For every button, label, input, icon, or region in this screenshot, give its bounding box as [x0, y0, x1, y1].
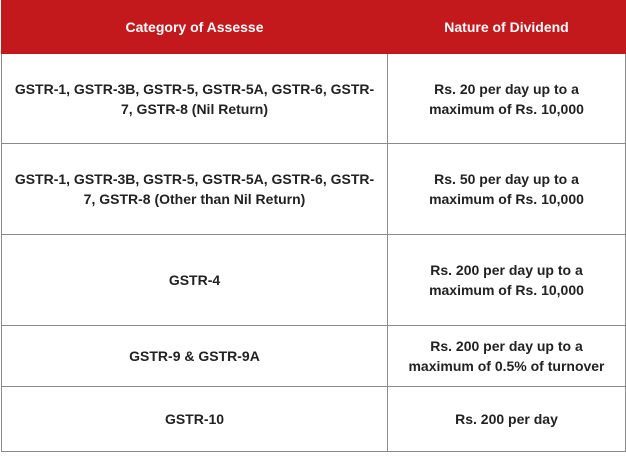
- category-cell: GSTR-1, GSTR-3B, GSTR-5, GSTR-5A, GSTR-6…: [1, 53, 388, 144]
- table-body: GSTR-1, GSTR-3B, GSTR-5, GSTR-5A, GSTR-6…: [1, 53, 626, 452]
- table-row: GSTR-1, GSTR-3B, GSTR-5, GSTR-5A, GSTR-6…: [1, 143, 626, 235]
- table-row: GSTR-10 Rs. 200 per day: [1, 386, 626, 452]
- category-cell: GSTR-1, GSTR-3B, GSTR-5, GSTR-5A, GSTR-6…: [1, 143, 388, 235]
- table-row: GSTR-1, GSTR-3B, GSTR-5, GSTR-5A, GSTR-6…: [1, 53, 626, 144]
- dividend-cell: Rs. 200 per day: [387, 386, 626, 452]
- header-nature-of-dividend: Nature of Dividend: [387, 0, 626, 54]
- dividend-cell: Rs. 50 per day up to a maximum of Rs. 10…: [387, 143, 626, 235]
- table-row: GSTR-4 Rs. 200 per day up to a maximum o…: [1, 234, 626, 326]
- category-cell: GSTR-4: [1, 234, 388, 326]
- header-category-of-assesse: Category of Assesse: [1, 0, 388, 54]
- dividend-cell: Rs. 200 per day up to a maximum of Rs. 1…: [387, 234, 626, 326]
- dividend-cell: Rs. 200 per day up to a maximum of 0.5% …: [387, 325, 626, 387]
- header-row: Category of Assesse Nature of Dividend: [1, 0, 626, 54]
- category-cell: GSTR-10: [1, 386, 388, 452]
- table-row: GSTR-9 & GSTR-9A Rs. 200 per day up to a…: [1, 325, 626, 387]
- table-header: Category of Assesse Nature of Dividend: [1, 0, 626, 54]
- dividend-cell: Rs. 20 per day up to a maximum of Rs. 10…: [387, 53, 626, 144]
- category-cell: GSTR-9 & GSTR-9A: [1, 325, 388, 387]
